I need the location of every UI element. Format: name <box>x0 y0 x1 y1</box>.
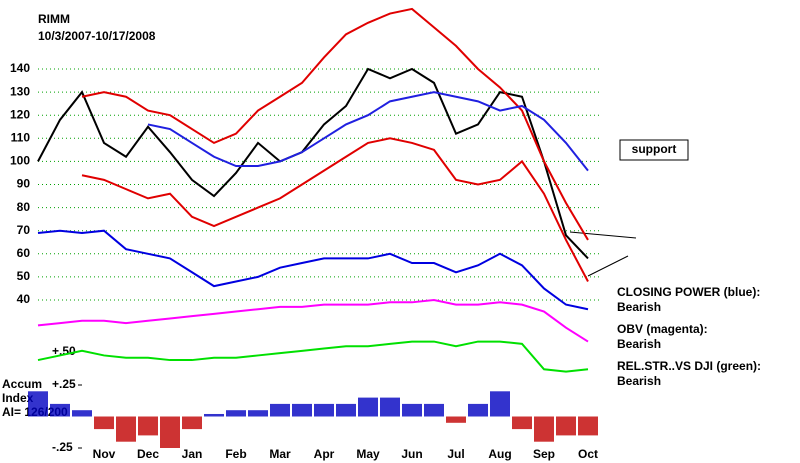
y-tick-label: 50 <box>17 269 31 283</box>
support-label: support <box>632 142 677 156</box>
legend-status: Bearish <box>617 337 661 351</box>
bar <box>50 403 70 417</box>
bar <box>138 416 158 436</box>
bar <box>468 403 488 417</box>
x-tick-label: Nov <box>93 447 116 461</box>
bar <box>380 397 400 417</box>
x-tick-label: Jan <box>182 447 203 461</box>
y-tick-label: 80 <box>17 200 31 214</box>
x-tick-label: Jun <box>401 447 422 461</box>
bar <box>72 410 92 417</box>
x-tick-label: Aug <box>488 447 511 461</box>
accum-title: Accum <box>2 377 42 391</box>
bar <box>314 403 334 417</box>
x-tick-label: Oct <box>578 447 598 461</box>
series-line <box>37 67 589 260</box>
trendline <box>569 231 637 239</box>
legend-label: OBV (magenta): <box>617 322 708 336</box>
y-tick-label: 40 <box>17 292 31 306</box>
y-tick-label: +.25 <box>52 377 76 391</box>
trendline <box>587 255 629 277</box>
y-tick-label: 120 <box>10 107 30 121</box>
y-tick-label: 110 <box>11 130 31 144</box>
x-tick-label: Sep <box>533 447 555 461</box>
x-tick-label: Apr <box>314 447 335 461</box>
bar <box>226 410 246 417</box>
y-tick-label: 100 <box>10 154 30 168</box>
bar <box>556 416 576 436</box>
bar <box>336 403 356 417</box>
bar <box>358 397 378 417</box>
series-line <box>37 340 589 373</box>
bar <box>204 413 224 417</box>
y-tick-label: 70 <box>17 223 31 237</box>
accum-title: Index <box>2 391 34 405</box>
x-tick-label: Mar <box>269 447 291 461</box>
support-box <box>619 139 689 161</box>
annotation: +.50 <box>52 344 76 358</box>
bar <box>248 410 268 417</box>
bar <box>424 403 444 417</box>
series-line <box>147 91 589 172</box>
y-tick-label: 60 <box>17 246 31 260</box>
series-line <box>81 7 589 241</box>
series-line <box>81 137 589 282</box>
series-line <box>37 229 589 311</box>
y-tick-label: 90 <box>17 177 31 191</box>
chart-subtitle: 10/3/2007-10/17/2008 <box>38 29 156 43</box>
x-tick-label: May <box>356 447 380 461</box>
bar <box>490 391 510 417</box>
y-tick-label: 130 <box>10 84 30 98</box>
legend-status: Bearish <box>617 300 661 314</box>
x-tick-label: Dec <box>137 447 159 461</box>
chart-title: RIMM <box>38 12 70 26</box>
bar <box>292 403 312 417</box>
bar <box>512 416 532 430</box>
bar <box>534 416 554 442</box>
bar <box>402 403 422 417</box>
series-line <box>37 298 589 343</box>
bar <box>160 416 180 448</box>
legend-label: REL.STR..VS DJI (green): <box>617 359 761 373</box>
bar <box>116 416 136 442</box>
legend-status: Bearish <box>617 374 661 388</box>
x-tick-label: Jul <box>447 447 464 461</box>
bar <box>182 416 202 430</box>
y-tick-label: -.25 <box>52 440 73 454</box>
y-tick-label: 140 <box>10 61 30 75</box>
bar <box>578 416 598 436</box>
legend-label: CLOSING POWER (blue): <box>617 285 760 299</box>
bar <box>28 391 48 417</box>
bar <box>94 416 114 430</box>
bar <box>270 403 290 417</box>
bar <box>446 416 466 423</box>
x-tick-label: Feb <box>225 447 246 461</box>
